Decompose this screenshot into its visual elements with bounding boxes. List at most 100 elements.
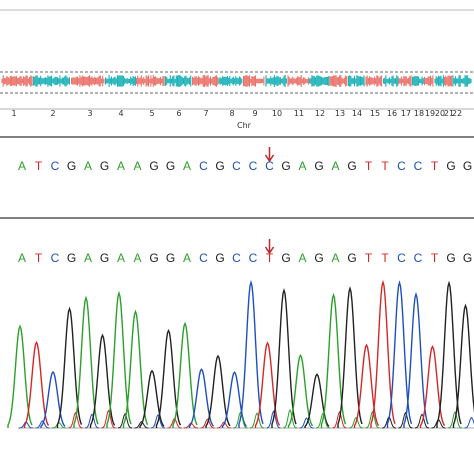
trace-noise bbox=[101, 409, 116, 429]
base-call: G bbox=[215, 251, 224, 265]
base-call: T bbox=[381, 159, 389, 173]
base-call: T bbox=[266, 251, 274, 265]
chromosome-label: 5 bbox=[149, 109, 154, 118]
trace-peak bbox=[23, 340, 50, 428]
trace-peak bbox=[155, 328, 182, 428]
base-call: A bbox=[331, 251, 339, 265]
trace-noise bbox=[117, 413, 133, 429]
trace-peak bbox=[304, 373, 330, 428]
cnv-segment bbox=[434, 75, 444, 87]
base-call: T bbox=[365, 251, 373, 265]
base-call: C bbox=[232, 159, 241, 173]
base-call: T bbox=[35, 251, 43, 265]
trace-noise bbox=[249, 412, 265, 429]
trace-peak bbox=[287, 353, 314, 428]
trace-peak bbox=[436, 280, 462, 428]
trace-noise bbox=[315, 412, 331, 429]
base-call: G bbox=[446, 159, 455, 173]
base-call: A bbox=[298, 159, 306, 173]
base-call: C bbox=[249, 159, 258, 173]
cnv-segment bbox=[135, 75, 165, 87]
cnv-segment bbox=[287, 75, 309, 87]
base-call: A bbox=[183, 159, 191, 173]
trace-noise bbox=[266, 410, 281, 429]
cnv-segment bbox=[191, 75, 219, 87]
trace-peak bbox=[386, 280, 413, 428]
trace-peak bbox=[353, 343, 380, 428]
base-call: C bbox=[265, 159, 274, 173]
base-call: G bbox=[100, 251, 109, 265]
trace-noise bbox=[365, 410, 380, 429]
cnv-segment bbox=[218, 76, 243, 86]
trace-noise bbox=[447, 411, 463, 429]
base-call: G bbox=[281, 251, 290, 265]
base-call: A bbox=[133, 251, 141, 265]
base-call: G bbox=[281, 159, 290, 173]
base-call: G bbox=[463, 159, 472, 173]
cnv-segment bbox=[32, 75, 71, 87]
trace-noise bbox=[84, 413, 100, 429]
base-call: G bbox=[149, 251, 158, 265]
trace-noise bbox=[150, 413, 166, 429]
trace-peak bbox=[122, 309, 149, 428]
trace-peak bbox=[337, 286, 363, 428]
trace-noise bbox=[233, 411, 248, 429]
base-call: A bbox=[18, 159, 26, 173]
trace-noise bbox=[51, 422, 67, 429]
base-call: T bbox=[35, 159, 43, 173]
base-call: A bbox=[18, 251, 26, 265]
base-call: A bbox=[117, 159, 125, 173]
cnv-segment bbox=[70, 75, 105, 87]
chromosome-label: 12 bbox=[315, 109, 325, 118]
chromosome-label: 4 bbox=[118, 109, 123, 118]
base-call: C bbox=[199, 251, 208, 265]
chromosome-label: 14 bbox=[352, 109, 362, 118]
base-call: A bbox=[133, 159, 141, 173]
trace-peak bbox=[205, 354, 231, 428]
cnv-segment bbox=[423, 75, 434, 87]
trace-peak bbox=[40, 370, 66, 428]
base-call: A bbox=[183, 251, 191, 265]
base-call: G bbox=[463, 251, 472, 265]
cnv-band bbox=[1, 75, 472, 87]
base-call: G bbox=[446, 251, 455, 265]
base-call: A bbox=[84, 251, 92, 265]
base-call: G bbox=[67, 159, 76, 173]
base-call: C bbox=[199, 159, 208, 173]
trace-peak bbox=[370, 279, 396, 428]
cnv-segment bbox=[104, 75, 137, 87]
trace-peak bbox=[403, 291, 429, 428]
chromosome-label: 10 bbox=[272, 109, 282, 118]
base-call: G bbox=[314, 159, 323, 173]
trace-peak bbox=[238, 279, 264, 428]
trace-peak bbox=[452, 303, 474, 428]
chromosome-label: 18 bbox=[414, 109, 424, 118]
base-call: A bbox=[331, 159, 339, 173]
chromosome-label: 8 bbox=[229, 109, 234, 118]
chromosome-label: 16 bbox=[387, 109, 397, 118]
trace-peak bbox=[271, 287, 297, 428]
base-call: T bbox=[381, 251, 389, 265]
chromosome-label: 6 bbox=[176, 109, 181, 118]
trace-peak bbox=[320, 292, 347, 428]
cnv-segment bbox=[452, 75, 472, 87]
trace-noise bbox=[68, 411, 83, 429]
base-call: C bbox=[51, 159, 60, 173]
base-call: G bbox=[166, 251, 175, 265]
chromosome-label: 2 bbox=[50, 109, 55, 118]
axis-label: Chr bbox=[237, 121, 252, 130]
chromosome-label: 19 bbox=[425, 109, 435, 118]
cnv-segment bbox=[398, 75, 412, 87]
cnv-segment bbox=[443, 75, 453, 87]
mutation-arrow bbox=[264, 147, 275, 163]
base-call: T bbox=[365, 159, 373, 173]
trace-peak bbox=[56, 306, 83, 428]
trace-peak bbox=[188, 368, 215, 428]
trace-noise bbox=[348, 416, 364, 429]
base-call: T bbox=[431, 251, 439, 265]
base-call: T bbox=[431, 159, 439, 173]
chromosome-label: 22 bbox=[452, 109, 462, 118]
trace-noise bbox=[35, 420, 50, 429]
cnv-segment bbox=[382, 75, 399, 87]
trace-noise bbox=[134, 420, 149, 429]
